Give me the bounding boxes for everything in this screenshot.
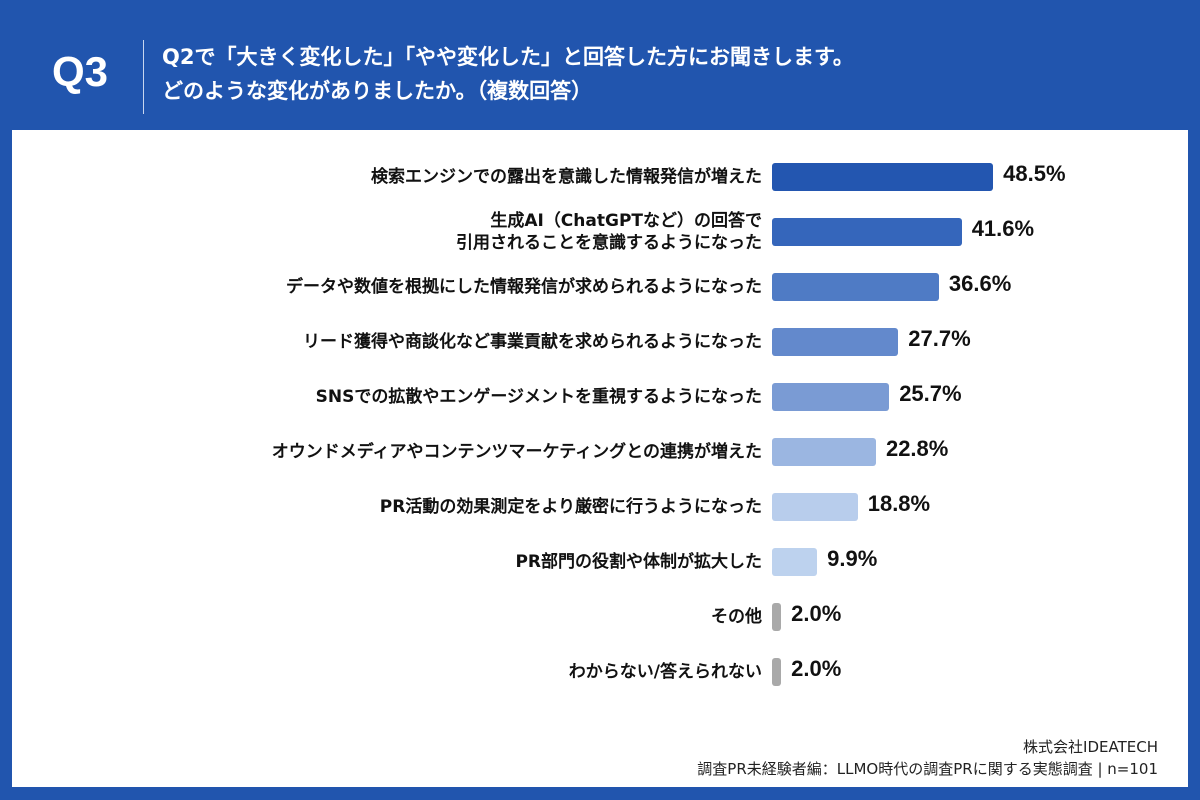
value-label: 36.6%	[948, 271, 1012, 296]
header-divider	[143, 40, 144, 114]
category-label: わからない/答えられない	[568, 662, 762, 682]
value-label: 22.8%	[885, 436, 949, 461]
bar-row: オウンドメディアやコンテンツマーケティングとの連携が増えた 22.8%	[0, 427, 1200, 477]
bar-row: 検索エンジンでの露出を意識した情報発信が増えた 48.5%	[0, 152, 1200, 202]
bar-row: PR活動の効果測定をより厳密に行うようになった 18.8%	[0, 482, 1200, 532]
value-label: 25.7%	[899, 381, 962, 406]
bar-row: PR部門の役割や体制が拡大した 9.9%	[0, 537, 1200, 587]
bar	[772, 548, 818, 576]
footer-source: 調査PR未経験者編：LLMO時代の調査PRに関する実態調査 | n=101	[697, 760, 1158, 778]
bar-row: その他 2.0%	[0, 592, 1200, 642]
question-title-line2: どのような変化がありましたか。（複数回答）	[162, 79, 593, 103]
value-label: 48.5%	[1003, 161, 1066, 186]
bar	[772, 218, 962, 246]
question-title-line1: Q2で「大きく変化した」「やや変化した」と回答した方にお聞きします。	[162, 45, 854, 69]
bar-row: わからない/答えられない 2.0%	[0, 647, 1200, 697]
footer: 株式会社IDEATECH 調査PR未経験者編：LLMO時代の調査PRに関する実態…	[697, 736, 1158, 780]
question-number: Q3	[52, 48, 109, 95]
bar	[772, 328, 899, 356]
bar	[772, 383, 890, 411]
category-label: 検索エンジンでの露出を意識した情報発信が増えた	[371, 167, 762, 187]
value-label: 2.0%	[791, 656, 842, 681]
value-label: 27.7%	[908, 326, 971, 351]
category-label: オウンドメディアやコンテンツマーケティングとの連携が増えた	[271, 442, 762, 462]
bar	[772, 163, 994, 191]
bar	[772, 658, 782, 686]
value-label: 41.6%	[971, 216, 1035, 241]
chart-panel	[12, 130, 1188, 787]
bar	[772, 603, 782, 631]
value-label: 18.8%	[867, 491, 931, 516]
category-label: PR活動の効果測定をより厳密に行うようになった	[379, 497, 762, 517]
category-label: SNSでの拡散やエンゲージメントを重視するようになった	[315, 387, 762, 407]
bar-row: SNSでの拡散やエンゲージメントを重視するようになった 25.7%	[0, 372, 1200, 422]
category-label: データや数値を根拠にした情報発信が求められるようになった	[286, 277, 762, 297]
category-label: リード獲得や商談化など事業貢献を求められるようになった	[303, 332, 762, 352]
bar	[772, 493, 858, 521]
footer-company: 株式会社IDEATECH	[1023, 738, 1158, 756]
bar-row: 生成AI（ChatGPTなど）の回答で 引用されることを意識するようになった 41…	[0, 207, 1200, 257]
bar-row: リード獲得や商談化など事業貢献を求められるようになった 27.7%	[0, 317, 1200, 367]
value-label: 9.9%	[827, 546, 878, 571]
question-title: Q2で「大きく変化した」「やや変化した」と回答した方にお聞きします。 どのような…	[162, 40, 854, 108]
bar-row: データや数値を根拠にした情報発信が求められるようになった 36.6%	[0, 262, 1200, 312]
bar	[772, 273, 939, 301]
category-label: 生成AI（ChatGPTなど）の回答で 引用されることを意識するようになった	[456, 211, 762, 253]
bar	[772, 438, 876, 466]
category-label: その他	[711, 607, 762, 627]
category-label: PR部門の役割や体制が拡大した	[515, 552, 762, 572]
value-label: 2.0%	[791, 601, 842, 626]
